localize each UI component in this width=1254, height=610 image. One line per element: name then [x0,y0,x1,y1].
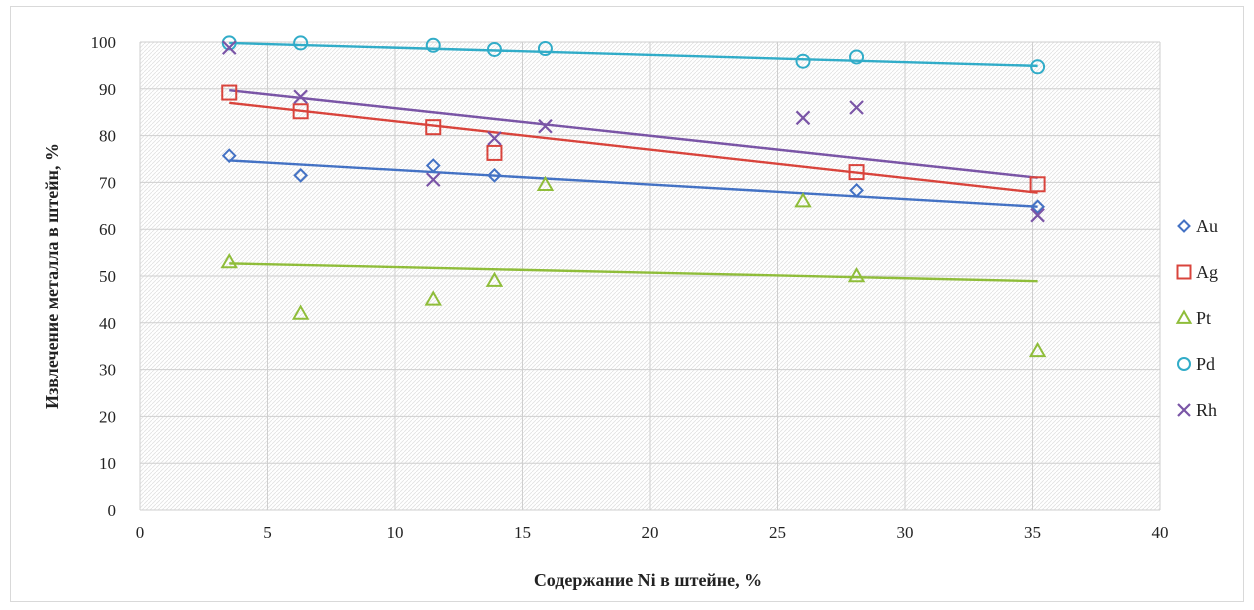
data-point-ag [221,84,238,101]
data-point-rh [849,100,864,115]
data-point-rh [1030,207,1045,223]
data-point-rh [795,110,811,126]
legend-label-pd: Pd [1196,354,1215,374]
legend-marker-ag [1176,264,1192,280]
series-pt [220,175,1047,358]
data-point-ag [1029,176,1046,193]
y-tick-label: 100 [91,33,117,52]
data-point-ag [486,144,503,161]
x-tick-label: 20 [642,523,659,542]
legend-label-au: Au [1196,216,1218,236]
grid [139,41,1161,511]
trendline-rh [229,89,1038,179]
data-point-pt [291,304,310,320]
data-point-rh [425,172,441,187]
data-point-pt [1028,341,1047,358]
x-marker-stroke [538,118,553,134]
x-marker-stroke [221,40,237,55]
data-point-au [221,148,237,164]
data-point-au [1030,199,1046,215]
data-point-pd [293,35,309,51]
data-point-pt [794,192,812,208]
data-point-pt [485,271,504,287]
x-tick-label: 15 [514,523,531,542]
x-marker-stroke [425,172,441,187]
series-au [221,148,1046,215]
series-rh [221,40,1045,223]
legend-marker-pd [1177,357,1191,371]
data-point-ag [292,103,309,120]
legend-marker-au [1177,219,1191,233]
data-points [220,35,1047,358]
trendline-ag [229,101,1038,194]
data-point-pt [847,266,866,283]
data-point-au [487,167,502,183]
series-pd [221,35,1046,75]
data-point-pd [221,35,237,51]
data-point-ag [848,164,865,181]
trendline-au [229,159,1038,208]
legend-label-rh: Rh [1196,400,1217,420]
x-marker-stroke [849,100,864,115]
x-marker-stroke [293,89,308,105]
data-point-pd [795,53,811,69]
data-point-au [425,158,441,173]
data-point-rh [221,40,237,55]
y-axis-title: Извлечение металла в штейн, % [42,143,62,409]
trendline-pd [229,41,1038,68]
data-point-au [293,167,309,183]
data-point-rh [293,89,308,105]
x-tick-label: 25 [769,523,786,542]
data-point-rh [538,118,553,134]
data-point-rh [487,131,502,146]
x-marker-stroke [1030,207,1045,223]
data-point-pt [220,252,238,269]
trendlines [229,41,1038,283]
series-ag [221,84,1046,193]
y-tick-label: 60 [99,220,116,239]
trendline-pt [229,262,1038,283]
y-tick-label: 0 [108,501,117,520]
x-tick-label: 10 [387,523,404,542]
data-point-pt [536,175,555,191]
x-tick-label: 0 [136,523,145,542]
y-tick-label: 40 [99,314,116,333]
data-point-pd [849,49,865,65]
y-tick-label: 80 [99,127,116,146]
x-marker-stroke [1177,403,1191,417]
x-marker-stroke [795,110,811,126]
y-tick-label: 50 [99,267,116,286]
y-tick-label: 20 [99,407,116,426]
y-axis-ticks: 0 10 20 30 40 50 60 70 80 90 100 [91,33,117,520]
x-tick-label: 35 [1024,523,1041,542]
data-point-pd [486,41,502,57]
legend-marker-rh [1177,403,1191,417]
y-tick-label: 90 [99,80,116,99]
data-point-pd [1030,59,1046,75]
data-point-au [849,182,864,198]
y-tick-label: 30 [99,361,116,380]
x-tick-label: 40 [1152,523,1169,542]
data-point-pd [537,41,553,57]
y-tick-label: 70 [99,173,116,192]
legend: Au Ag Pt Pd Rh [1175,216,1218,420]
x-tick-label: 30 [897,523,914,542]
data-point-pd [425,37,441,53]
data-point-ag [425,119,442,136]
legend-marker-pt [1175,309,1193,324]
legend-label-pt: Pt [1196,308,1211,328]
x-tick-label: 5 [263,523,272,542]
legend-label-ag: Ag [1196,262,1218,282]
y-tick-label: 10 [99,454,116,473]
x-marker-stroke [487,131,502,146]
x-axis-title: Содержание Ni в штейне, % [534,570,762,590]
x-axis-ticks: 0 5 10 15 20 25 30 35 40 [136,523,1169,542]
data-point-pt [424,290,442,306]
